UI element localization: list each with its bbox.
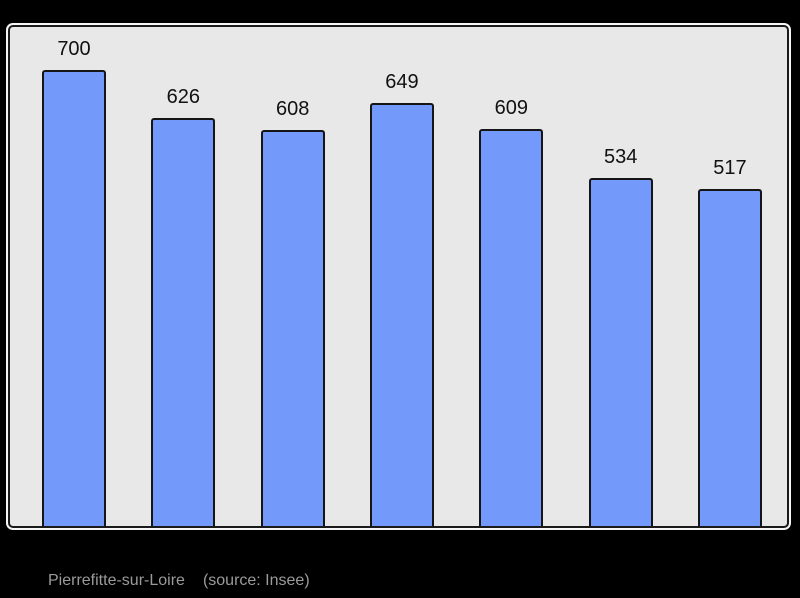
bar-value-label: 609: [494, 97, 528, 119]
bar-value-label: 649: [385, 71, 419, 93]
bar-group: 608: [260, 98, 325, 526]
bar-value-label: 700: [57, 38, 91, 60]
bar: [588, 178, 653, 526]
chart-caption: Pierrefitte-sur-Loire (source: Insee): [48, 571, 310, 591]
bar-group: 609: [479, 97, 544, 526]
bar-group: 700: [42, 38, 106, 526]
bar-group: 534: [588, 146, 653, 526]
bar: [42, 70, 106, 526]
bar: [369, 103, 434, 526]
bars-container: 700 626 608 649 609 534 517: [10, 27, 787, 526]
bar-group: 517: [697, 157, 762, 526]
bar-group: 626: [151, 86, 216, 526]
bar: [151, 118, 216, 526]
bar: [697, 189, 762, 526]
caption-location: Pierrefitte-sur-Loire: [48, 572, 185, 589]
chart-panel: 700 626 608 649 609 534 517: [8, 25, 789, 528]
bar: [260, 130, 325, 526]
bar: [479, 129, 544, 526]
bar-value-label: 534: [603, 146, 638, 168]
bar-value-label: 517: [713, 157, 747, 179]
bar-value-label: 608: [275, 98, 310, 120]
bar-value-label: 626: [166, 86, 201, 108]
bar-group: 649: [369, 71, 434, 526]
caption-source: (source: Insee): [202, 572, 310, 589]
